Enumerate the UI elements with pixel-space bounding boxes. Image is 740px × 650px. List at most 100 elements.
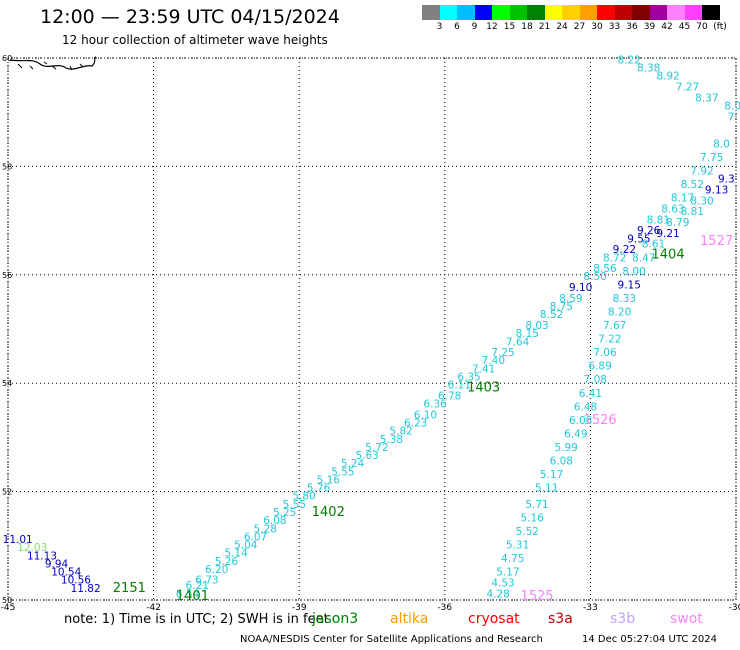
wave-height-value: 8.81 [681, 206, 704, 218]
wave-height-value: 6.10 [414, 409, 437, 421]
color-legend-unit: (ft) [713, 22, 727, 32]
wave-height-value: 5.80 [292, 491, 315, 503]
y-tick-label: 58 [2, 162, 12, 171]
satellite-legend-jason3: jason3 [312, 611, 359, 627]
wave-height-value: 5.04 [234, 540, 258, 552]
wave-height-value: 11.13 [27, 550, 57, 562]
y-tick-label: 56 [2, 271, 12, 280]
wave-height-value: 5.31 [506, 540, 529, 552]
wave-height-value: 8.20 [608, 306, 631, 318]
wave-height-value: 6.08 [550, 456, 573, 468]
y-tick-label: 50 [2, 596, 12, 605]
map-grid [7, 57, 737, 601]
color-legend-label: 3 [436, 22, 443, 32]
x-tick-label: -45 [1, 603, 16, 613]
wave-height-value: 5.72 [365, 442, 388, 454]
wave-height-value: 6.06 [569, 415, 593, 427]
wave-height-value: 8.05 [724, 100, 740, 112]
wave-height-value: 6.23 [404, 418, 427, 430]
wave-height-value: 7.41 [472, 363, 495, 375]
wave-height-value: 7.92 [690, 166, 713, 178]
pass-time-label: 1525 [520, 589, 553, 604]
color-legend-label: 33 [608, 22, 621, 32]
wave-height-value: 4.53 [491, 577, 514, 589]
wave-height-value: 4.28 [486, 588, 509, 600]
color-swatch [474, 5, 492, 20]
color-legend-labels: 3 6 9 12 15 18 21 24 27 30 33 36 39 42 45 70 (ft) [422, 22, 740, 34]
color-legend-label: 24 [556, 22, 568, 32]
color-swatch [579, 5, 597, 20]
note-text: note: 1) Time is in UTC; 2) SWH is in fe… [64, 612, 329, 627]
color-swatch [667, 5, 685, 20]
wave-height-value: 5.24 [341, 458, 365, 470]
color-swatch [509, 5, 527, 20]
wave-height-value: 6.21 [186, 580, 209, 592]
wave-height-value: 10.54 [51, 567, 81, 579]
wave-height-value: 9.15 [618, 279, 641, 291]
wave-height-value: 8.79 [666, 217, 689, 229]
pass-time-label: 2151 [113, 581, 146, 596]
color-legend-label: 39 [643, 22, 656, 32]
color-swatch [562, 5, 580, 20]
satellite-legend-cryosat: cryosat [468, 611, 520, 627]
wave-height-value: 8.52 [681, 179, 704, 191]
wave-height-value: 8.00 [622, 266, 645, 278]
x-tick-label: -30 [729, 603, 740, 613]
pass-time-label: 1401 [176, 589, 209, 604]
color-legend-label: 9 [471, 22, 478, 32]
wave-height-value: 9.55 [627, 233, 650, 245]
satellite-legend-altika: altika [390, 611, 429, 627]
coastline [9, 56, 97, 71]
wave-height-value: 8.03 [525, 320, 548, 332]
wave-height-value: 5.14 [224, 548, 248, 560]
pass-time-label: 1527 [700, 234, 733, 249]
wave-height-value: 8.17 [671, 193, 694, 205]
wave-height-value: 11.01 [3, 534, 33, 546]
wave-height-value: 11.82 [71, 583, 101, 595]
wave-height-value: 5.63 [355, 450, 378, 462]
color-swatch [632, 5, 650, 20]
wave-height-value: 6.20 [205, 564, 228, 576]
pass-time-labels: 2151 1401 1402 1403 1404 1527 1526 1525 [113, 234, 733, 604]
wave-height-value: 5.17 [540, 469, 563, 481]
wave-height-value: 12.03 [17, 542, 47, 554]
color-legend-label: 30 [591, 22, 603, 32]
color-swatch [614, 5, 632, 20]
wave-height-value: 8.30 [690, 195, 713, 207]
wave-height-value: 6.11 [448, 380, 471, 392]
wave-height-value: 6.07 [244, 531, 267, 543]
color-swatch [422, 5, 440, 20]
wave-height-value: 8.22 [618, 54, 641, 66]
wave-height-value: 9.10 [569, 282, 592, 294]
color-legend-label: 42 [661, 22, 673, 32]
wave-height-value: 8.92 [656, 71, 679, 83]
color-legend-label: 12 [486, 22, 498, 32]
color-legend-label: 70 [696, 22, 708, 32]
wave-height-value: 5.16 [520, 512, 544, 524]
wave-height-value: 7 [728, 111, 735, 123]
wave-height-value: 5.16 [317, 474, 341, 486]
color-legend-label: 21 [538, 22, 551, 32]
x-tick-label: -33 [583, 603, 598, 613]
pass-time-label: 1526 [584, 413, 617, 428]
wave-height-value: 7.75 [700, 152, 723, 164]
color-legend-label: 15 [503, 22, 516, 32]
page-title: 12:00 — 23:59 UTC 04/15/2024 [40, 6, 340, 28]
y-tick-label: 60 [2, 54, 12, 63]
wave-height-value: 5.76 [307, 483, 331, 495]
wave-height-value: 8.61 [642, 239, 665, 251]
wave-height-value: 8.63 [661, 203, 684, 215]
color-swatch [597, 5, 615, 20]
wave-height-value: 8.15 [516, 328, 539, 340]
wave-height-value: 6.78 [438, 390, 461, 402]
color-legend-bar [422, 5, 720, 20]
wave-height-value: 8.81 [647, 214, 670, 226]
footer-timestamp: 14 Dec 05:27:04 UTC 2024 [582, 634, 717, 645]
wave-height-value: 7.06 [593, 347, 617, 359]
wave-height-value: 5.28 [254, 523, 277, 535]
wave-height-value: 6.35 [457, 371, 480, 383]
wave-height-value: 6.36 [423, 399, 447, 411]
pass-time-label: 1402 [312, 505, 345, 520]
